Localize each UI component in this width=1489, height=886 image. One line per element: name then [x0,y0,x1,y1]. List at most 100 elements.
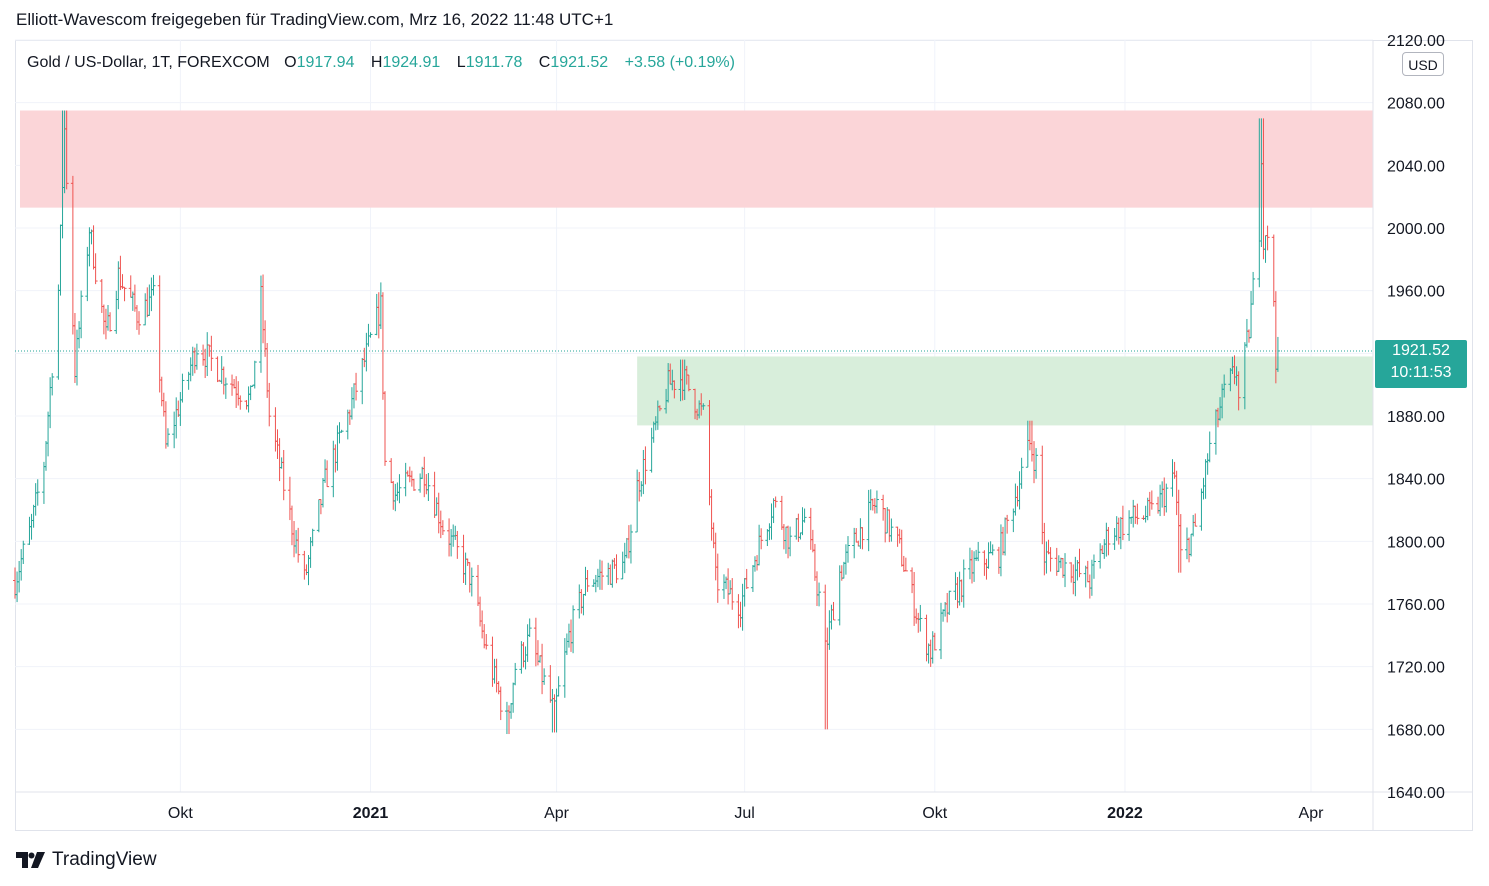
ohlc-bar [608,564,613,585]
support-zone[interactable] [637,356,1373,426]
ohlc-bar [686,374,691,392]
ohlc-bar [767,523,772,541]
ohlc-bar [339,429,344,433]
ohlc-bar [724,576,729,590]
ohlc-bar [362,347,367,368]
ohlc-bar [323,459,328,483]
ohlc-bar [794,518,799,540]
ohlc-bar [912,572,917,626]
price-tick-label: 2120.00 [1387,33,1445,50]
ohlc-bar [33,483,38,516]
ohlc-bar [1073,556,1078,597]
ohlc-bar [1100,545,1105,554]
ohlc-bar [783,526,788,554]
ohlc-bar [178,392,183,426]
ohlc-bar [540,643,545,695]
ohlc-bar [1120,505,1125,541]
ohlc-bar [101,304,106,335]
ohlc-bar [802,508,807,523]
ohlc-bar [275,429,280,459]
ohlc-bar [1207,431,1212,463]
ohlc-bar [998,524,1003,577]
ohlc-bar [721,574,726,599]
ohlc-bar [13,567,17,599]
ohlc-bar [108,312,113,332]
ohlc-bar [874,490,879,514]
ohlc-bar [701,403,706,410]
ohlc-bar [752,556,757,572]
ohlc-bar [771,498,776,524]
ohlc-bar [310,528,315,547]
ohlc-bar [798,532,803,540]
open-label: O [284,54,297,71]
ohlc-bar [99,278,104,313]
ohlc-bar [1019,457,1024,489]
resistance-zone[interactable] [20,110,1373,208]
tradingview-brand[interactable]: TradingView [16,848,157,872]
ohlc-bar [498,686,503,721]
ohlc-bar [521,642,526,668]
ohlc-bar [1106,526,1111,556]
ohlc-bar [519,641,524,674]
price-tick-label: 2080.00 [1387,96,1445,113]
ohlc-bar [418,473,423,493]
ohlc-bar [19,549,24,581]
ohlc-bar [1063,553,1068,588]
ohlc-bar [961,559,966,608]
ohlc-bar [469,567,474,597]
ohlc-bar [455,530,460,559]
ohlc-legend: Gold / US-Dollar, 1T, FOREXCOM O1917.94 … [27,54,735,72]
ohlc-bar [1013,483,1018,516]
ohlc-bar [232,379,237,389]
ohlc-bar [335,425,340,471]
ohlc-bar [21,540,26,565]
ohlc-bar [58,224,63,296]
ohlc-bar [1149,490,1154,510]
ohlc-bar [939,602,944,660]
ohlc-bar [649,427,654,473]
ohlc-bar [215,356,220,383]
ohlc-bar [757,524,762,566]
ohlc-bar [883,508,888,543]
ohlc-bar [1118,516,1123,550]
ohlc-bar [903,557,908,572]
ohlc-bar [781,524,786,550]
ohlc-bar [918,604,923,632]
time-axis: Okt 2021 Apr Jul Okt 2022 Apr [168,805,1324,822]
ohlc-bar [606,562,611,585]
ohlc-bar [831,601,836,621]
ohlc-bar [287,476,292,521]
ohlc-bar [223,377,228,399]
ohlc-bar [715,553,720,603]
ohlc-bar [289,505,294,546]
ohlc-bar [494,658,499,693]
tradingview-logo-icon [16,852,45,868]
ohlc-bar [823,584,828,730]
ohlc-bar [1143,505,1148,523]
ohlc-bar [566,623,571,648]
ohlc-bar [161,392,166,417]
ohlc-bar [1199,488,1204,531]
ohlc-bar [188,357,193,382]
ohlc-bar [641,449,646,495]
ohlc-bar [118,255,123,291]
ohlc-bar [744,568,749,589]
ohlc-bar [509,703,514,719]
ohlc-bar [1098,543,1103,569]
ohlc-bar [759,528,764,550]
ohlc-bar [713,532,718,581]
ohlc-bar [403,462,408,497]
ohlc-bar [29,513,34,540]
currency-button[interactable]: USD [1402,52,1444,76]
ohlc-bar [742,578,747,607]
ohlc-bar [316,499,321,533]
ohlc-bar [1127,510,1132,541]
ohlc-bar [628,524,633,564]
ohlc-bar [974,549,979,561]
ohlc-bar [610,559,615,588]
ohlc-bar [726,568,731,605]
symbol-title[interactable]: Gold / US-Dollar, 1T, FOREXCOM [27,54,270,71]
ohlc-bar [817,582,822,607]
ohlc-bar [984,558,989,580]
